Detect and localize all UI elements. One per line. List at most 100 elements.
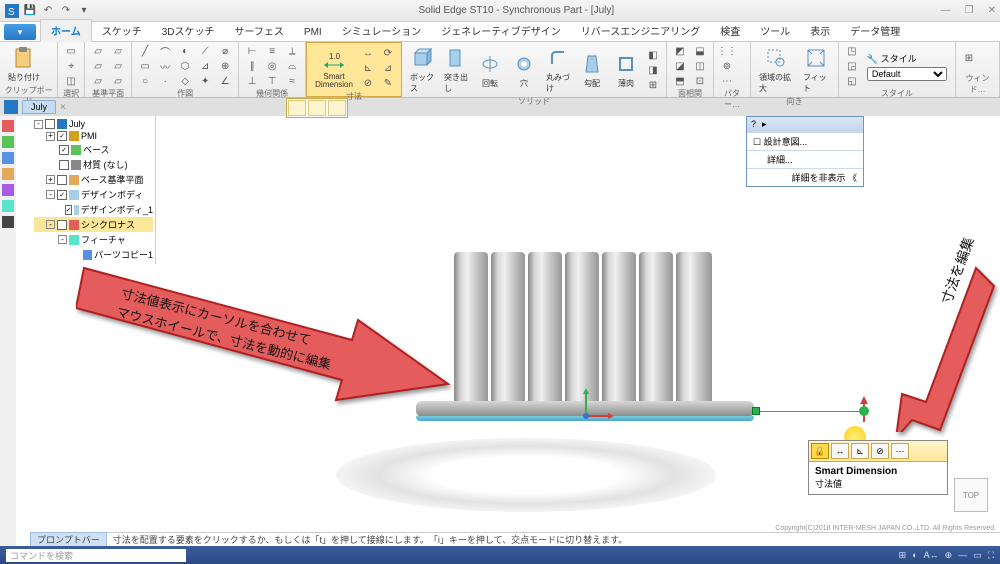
tab-view[interactable]: 表示 [800,20,840,41]
f1-icon[interactable]: ◩ [671,44,689,58]
extrude-button[interactable]: 突き出し [440,44,472,96]
rect-icon[interactable]: ▭ [136,59,154,73]
dr9-icon[interactable]: ◇ [176,74,194,88]
undo-icon[interactable]: ↶ [40,3,56,19]
tab-pmi[interactable]: PMI [294,24,332,41]
pat3-icon[interactable]: ⋯ [718,74,736,88]
tab-sketch[interactable]: スケッチ [92,20,152,41]
round-button[interactable]: 丸みづけ [542,44,574,96]
maximize-button[interactable]: ❐ [965,5,974,16]
doctab-icon[interactable] [4,100,18,114]
checkbox-icon[interactable]: ✓ [57,190,67,200]
revolve-button[interactable]: 回転 [474,50,506,91]
close-button[interactable]: ✕ [988,5,996,16]
vt3-icon[interactable] [328,100,346,116]
sb-icon-1[interactable]: ⊞ [899,550,907,561]
expand-icon[interactable]: - [46,220,55,229]
box-button[interactable]: ボックス [406,44,438,96]
checkbox-icon[interactable] [57,220,67,230]
tree-item[interactable]: +ベース基準平面 [34,172,153,187]
rel4-icon[interactable]: ≡ [263,44,281,58]
rel8-icon[interactable]: ⌓ [283,59,301,73]
thin-button[interactable]: 薄肉 [610,50,642,91]
tree-item[interactable]: -シンクロナス [34,217,153,232]
select-lasso-icon[interactable]: ⌖ [62,59,80,73]
fit-button[interactable]: フィット [799,44,834,96]
f5-icon[interactable]: ◫ [691,59,709,73]
dim4-icon[interactable]: ⟳ [379,46,397,60]
s1-icon[interactable]: ◧ [644,48,662,62]
dr13-icon[interactable]: ⌀ [216,44,234,58]
tab-3dsketch[interactable]: 3Dスケッチ [152,20,225,41]
paste-button[interactable]: 貼り付け [4,44,44,85]
lt-3-icon[interactable] [2,152,14,164]
rel2-icon[interactable]: ∥ [243,59,261,73]
plane3-icon[interactable]: ▱ [89,74,107,88]
sb-icon-6[interactable]: ▭ [973,550,982,561]
dim-handle-start[interactable] [752,407,760,415]
rel6-icon[interactable]: ⊤ [263,74,281,88]
zoom-area-button[interactable]: 領域の拡大 [755,44,797,96]
pat2-icon[interactable]: ⊚ [718,59,736,73]
tree-item[interactable]: 材質 (なし) [34,157,153,172]
pat1-icon[interactable]: ⋮⋮ [718,44,736,58]
checkbox-icon[interactable]: ✓ [59,145,69,155]
plane4-icon[interactable]: ▱ [109,44,127,58]
f4-icon[interactable]: ⬓ [691,44,709,58]
expand-icon[interactable]: + [46,175,55,184]
sb-icon-5[interactable]: — [958,550,967,560]
rel3-icon[interactable]: ⊥ [243,74,261,88]
checkbox-icon[interactable] [59,160,69,170]
sb-icon-4[interactable]: ⊕ [945,550,953,561]
checkbox-icon[interactable] [45,119,55,129]
tool-4-icon[interactable]: ⋯ [891,443,909,459]
dr12-icon[interactable]: ✦ [196,74,214,88]
tab-surface[interactable]: サーフェス [225,20,294,41]
sb-icon-7[interactable]: ⛶ [988,550,994,561]
di-pin-icon[interactable]: ▸ [762,119,767,130]
plane1-icon[interactable]: ▱ [89,44,107,58]
tree-item[interactable]: -July [34,118,153,130]
app-icon[interactable]: S [4,3,20,19]
vt1-icon[interactable] [288,100,306,116]
sb-icon-3[interactable]: A↔ [924,550,939,560]
tab-sim[interactable]: シミュレーション [332,20,432,41]
checkbox-icon[interactable] [57,175,67,185]
rel7-icon[interactable]: ⟂ [283,44,301,58]
arc-icon[interactable]: ⌒ [156,44,174,58]
sb-icon-2[interactable]: ◐ [912,550,917,560]
style-select[interactable]: Default [867,67,947,81]
tree-item[interactable]: +✓PMI [34,130,153,142]
lt-2-icon[interactable] [2,136,14,148]
qat-dropdown-icon[interactable]: ▾ [76,3,92,19]
dim1-icon[interactable]: ↔ [359,46,377,60]
view1-icon[interactable]: ◳ [843,44,861,58]
lt-1-icon[interactable] [2,120,14,132]
tab-inspect[interactable]: 検査 [710,20,750,41]
redo-icon[interactable]: ↷ [58,3,74,19]
draft-button[interactable]: 勾配 [576,50,608,91]
select-all-icon[interactable]: ◫ [62,74,80,88]
checkbox-icon[interactable]: ✓ [57,131,67,141]
document-tab[interactable]: July [22,100,56,114]
lt-6-icon[interactable] [2,200,14,212]
view-cube[interactable]: TOP [954,478,988,512]
lt-7-icon[interactable] [2,216,14,228]
s3-icon[interactable]: ⊞ [644,78,662,92]
view2-icon[interactable]: ◲ [843,59,861,73]
tab-reverse[interactable]: リバースエンジニアリング [571,20,711,41]
curve-icon[interactable]: 〰 [156,59,174,73]
expand-icon[interactable]: - [46,190,55,199]
plane2-icon[interactable]: ▱ [89,59,107,73]
lt-5-icon[interactable] [2,184,14,196]
di-row-1[interactable]: ☐ 設計意図... [747,132,863,150]
tree-item[interactable]: ✓デザインボディ_1 [34,202,153,217]
tree-item[interactable]: ✓ベース [34,142,153,157]
tab-data[interactable]: データ管理 [840,20,910,41]
tree-item[interactable]: -フィーチャ [34,232,153,247]
file-menu-button[interactable]: ▾ [4,24,36,40]
tab-generative[interactable]: ジェネレーティブデザイン [431,20,570,41]
dr7-icon[interactable]: ◐ [176,44,194,58]
view3-icon[interactable]: ◱ [843,74,861,88]
checkbox-icon[interactable]: ✓ [65,205,73,215]
